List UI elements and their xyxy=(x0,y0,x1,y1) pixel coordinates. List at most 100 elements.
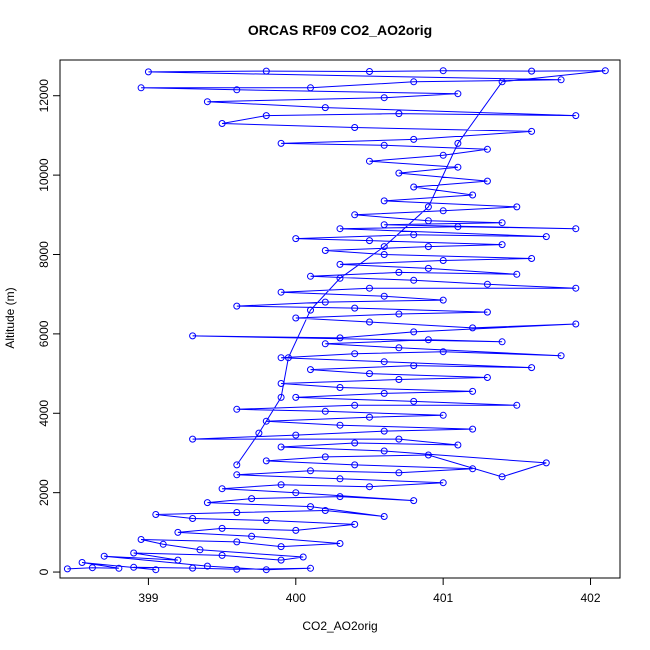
data-point xyxy=(307,467,314,475)
data-point xyxy=(410,397,418,405)
data-point xyxy=(115,564,123,572)
data-point xyxy=(321,247,329,254)
data-point xyxy=(395,310,403,318)
data-point xyxy=(572,225,580,233)
data-point xyxy=(336,384,344,391)
data-point xyxy=(380,292,388,300)
data-point xyxy=(351,350,359,358)
data-point xyxy=(351,124,359,131)
data-point xyxy=(439,348,447,356)
data-point xyxy=(366,413,373,421)
x-axis: 399 400 401 402 xyxy=(138,577,601,605)
data-point xyxy=(557,352,565,360)
data-point xyxy=(380,251,388,258)
data-point xyxy=(137,84,145,92)
data-point xyxy=(351,461,359,469)
data-point xyxy=(366,284,373,292)
data-point xyxy=(284,354,292,362)
data-point xyxy=(380,243,388,251)
data-point xyxy=(366,370,373,378)
data-point xyxy=(483,280,491,288)
data-point xyxy=(528,67,536,75)
data-point xyxy=(321,407,329,415)
data-point xyxy=(336,540,344,547)
data-point xyxy=(307,564,314,572)
data-point xyxy=(380,221,388,229)
data-point xyxy=(498,473,506,481)
data-point xyxy=(542,233,550,241)
data-point xyxy=(203,98,211,106)
data-point xyxy=(424,203,432,211)
chart-title: ORCAS RF09 CO2_AO2orig xyxy=(248,22,432,38)
y-tick-label: 8000 xyxy=(37,241,51,268)
data-point xyxy=(218,551,226,559)
data-point xyxy=(174,556,182,564)
data-point xyxy=(439,257,447,264)
data-point xyxy=(336,260,344,268)
data-point xyxy=(351,401,359,409)
data-point xyxy=(366,483,373,491)
data-point xyxy=(454,90,462,98)
data-point xyxy=(439,411,447,419)
data-point xyxy=(351,520,359,528)
data-point xyxy=(307,306,314,314)
data-point xyxy=(498,78,506,86)
data-point xyxy=(248,495,256,503)
data-point xyxy=(307,503,314,511)
data-point xyxy=(218,485,226,493)
data-point xyxy=(380,389,388,397)
data-point xyxy=(572,284,580,292)
data-point xyxy=(203,499,211,507)
data-point xyxy=(424,243,432,251)
data-point xyxy=(307,272,314,280)
data-point xyxy=(424,336,432,344)
data-point xyxy=(410,183,418,191)
data-point xyxy=(336,225,344,233)
data-point xyxy=(395,435,403,443)
y-tick-label: 2000 xyxy=(37,479,51,506)
data-point xyxy=(233,461,241,469)
data-point xyxy=(380,513,388,520)
data-point xyxy=(321,340,329,348)
y-tick-label: 12000 xyxy=(37,79,51,113)
y-tick-label: 6000 xyxy=(37,320,51,347)
data-point xyxy=(299,553,307,561)
data-point xyxy=(292,489,300,497)
data-point xyxy=(189,515,197,522)
y-tick-label: 4000 xyxy=(37,400,51,427)
data-point xyxy=(454,139,462,147)
data-point xyxy=(262,417,270,425)
data-point xyxy=(424,451,432,459)
data-point xyxy=(380,197,388,205)
data-point xyxy=(233,565,241,573)
data-point xyxy=(601,67,609,75)
data-point xyxy=(262,566,270,574)
data-point xyxy=(321,104,329,112)
y-axis: 0 2000 4000 6000 8000 10000 12000 xyxy=(37,79,61,575)
data-point xyxy=(321,507,329,514)
data-point xyxy=(277,380,285,387)
data-point xyxy=(380,358,388,366)
data-point xyxy=(255,429,263,437)
data-point xyxy=(189,332,197,340)
data-point xyxy=(336,421,344,429)
data-point xyxy=(137,536,145,543)
data-point xyxy=(469,387,477,395)
x-axis-label: CO2_AO2orig xyxy=(302,619,377,633)
data-point xyxy=(410,276,418,284)
data-point xyxy=(513,270,521,278)
data-point xyxy=(321,298,329,306)
data-point xyxy=(498,338,506,346)
data-point xyxy=(454,163,462,171)
data-point xyxy=(498,241,506,249)
data-point xyxy=(88,564,96,572)
data-point xyxy=(410,231,418,239)
data-point xyxy=(130,549,138,557)
y-tick-label: 0 xyxy=(37,568,51,575)
data-point xyxy=(277,393,285,401)
data-point xyxy=(572,112,580,120)
data-point xyxy=(277,443,285,451)
data-point xyxy=(528,127,536,135)
data-point xyxy=(424,264,432,272)
